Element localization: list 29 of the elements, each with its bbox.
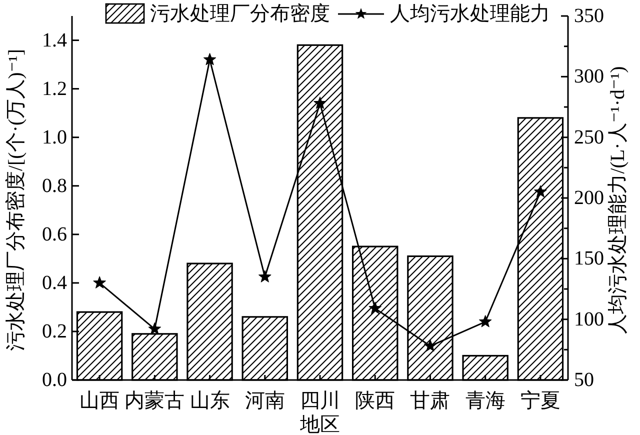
- x-tick-label: 河南: [244, 390, 285, 412]
- y-tick-label: 0.8: [42, 174, 67, 197]
- y2-tick-label: 350: [574, 5, 604, 27]
- x-tick-label: 山西: [80, 390, 120, 412]
- x-tick-label: 山东: [190, 390, 230, 412]
- y-tick-label: 1.4: [42, 29, 67, 52]
- x-tick-label: 陕西: [355, 390, 396, 412]
- y-axis-title: 污水处理厂分布密度/[(个·(万人)⁻¹]: [5, 48, 27, 352]
- x-tick-label: 甘肃: [410, 390, 450, 412]
- legend-label: 污水处理厂分布密度: [150, 3, 330, 25]
- y-tick-label: 0.0: [42, 369, 67, 391]
- y2-tick-label: 250: [574, 126, 604, 148]
- x-tick-label: 宁夏: [520, 390, 560, 412]
- y2-axis-title: 人均污水处理能力/(L·人⁻¹·d⁻¹): [607, 66, 629, 334]
- x-tick-label: 四川: [300, 390, 340, 412]
- legend-label: 人均污水处理能力: [390, 3, 550, 25]
- y2-tick-label: 300: [574, 66, 604, 88]
- y2-tick-label: 200: [574, 187, 604, 209]
- x-tick-label: 内蒙古: [124, 390, 185, 412]
- y-tick-label: 0.2: [42, 320, 67, 342]
- y-tick-label: 0.6: [42, 223, 67, 246]
- y-tick-label: 1.0: [42, 126, 67, 148]
- x-tick-label: 青海: [465, 390, 506, 412]
- x-axis-title: 地区: [299, 414, 340, 435]
- y-tick-label: 1.2: [42, 78, 67, 100]
- y2-tick-label: 150: [574, 248, 604, 270]
- y2-tick-label: 50: [574, 369, 594, 391]
- y2-tick-label: 100: [574, 308, 604, 330]
- y-tick-label: 0.4: [42, 272, 67, 294]
